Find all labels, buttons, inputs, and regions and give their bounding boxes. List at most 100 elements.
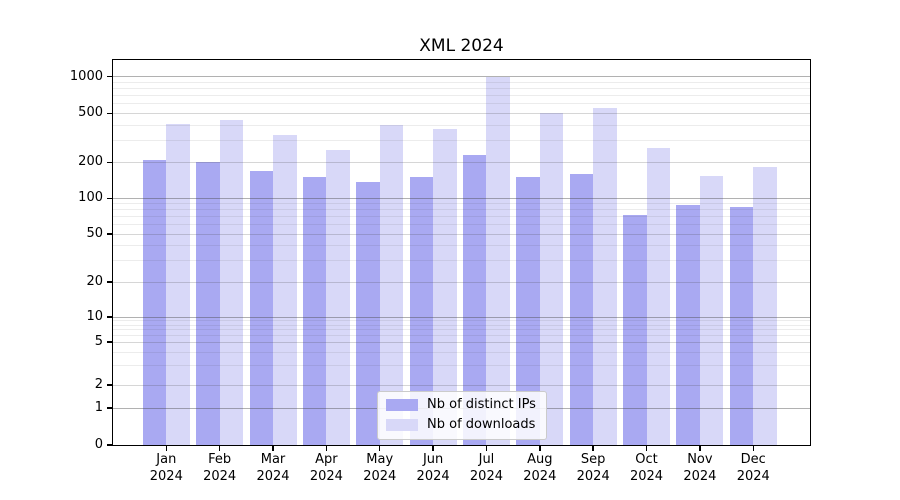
gridline — [113, 281, 810, 283]
y-tick-label: 20 — [86, 274, 103, 289]
bar-nb-of-downloads-jan-2024 — [166, 123, 190, 445]
x-tick-label: Feb 2024 — [203, 452, 237, 484]
bar-nb-of-distinct-ips-oct-2024 — [623, 215, 647, 445]
bar-nb-of-downloads-oct-2024 — [646, 148, 671, 445]
gridline — [113, 124, 810, 126]
legend-label: Nb of distinct IPs — [427, 397, 536, 412]
gridline — [113, 216, 810, 218]
gridline — [113, 341, 810, 343]
gridline — [113, 81, 810, 83]
gridline — [113, 260, 810, 262]
legend-item: Nb of distinct IPs — [386, 396, 536, 414]
x-tick — [379, 446, 381, 451]
gridline — [113, 224, 810, 226]
x-tick-label: Sep 2024 — [576, 452, 610, 484]
x-tick-label: Jul 2024 — [469, 452, 503, 484]
bar-nb-of-downloads-jun-2024 — [433, 128, 457, 445]
legend-label: Nb of downloads — [427, 417, 536, 432]
y-tick — [107, 384, 112, 386]
y-tick — [107, 316, 112, 318]
bar-nb-of-downloads-dec-2024 — [753, 166, 777, 445]
plot-area — [113, 60, 810, 445]
x-tick-label: Jun 2024 — [416, 452, 450, 484]
bar-nb-of-downloads-may-2024 — [379, 125, 404, 445]
x-tick-label: Mar 2024 — [256, 452, 290, 484]
y-tick — [107, 341, 112, 343]
gridline — [113, 324, 810, 326]
legend-swatch — [386, 399, 418, 411]
gridline — [113, 320, 810, 322]
y-tick-label: 500 — [78, 105, 103, 121]
gridline — [113, 197, 810, 199]
chart-title: XML 2024 — [419, 36, 504, 56]
gridline — [113, 209, 810, 211]
bar-nb-of-downloads-feb-2024 — [219, 119, 244, 445]
x-tick-label: Jan 2024 — [149, 452, 183, 484]
bar-nb-of-distinct-ips-jul-2024 — [462, 155, 487, 445]
y-tick-label: 50 — [86, 226, 103, 241]
legend-swatch — [386, 419, 418, 431]
bar-nb-of-distinct-ips-dec-2024 — [729, 206, 754, 445]
x-tick — [645, 446, 648, 451]
bar-nb-of-downloads-jul-2024 — [486, 77, 510, 445]
gridline — [113, 95, 810, 97]
gridline — [113, 76, 810, 78]
x-tick-label: Dec 2024 — [736, 452, 770, 484]
y-tick — [107, 444, 112, 446]
gridline — [113, 384, 810, 386]
bar-nb-of-distinct-ips-nov-2024 — [676, 204, 700, 445]
x-tick-label: Nov 2024 — [683, 452, 717, 484]
x-tick — [432, 446, 434, 451]
bar-nb-of-downloads-apr-2024 — [326, 150, 350, 445]
x-tick — [539, 446, 541, 451]
bar-nb-of-distinct-ips-mar-2024 — [249, 170, 274, 445]
x-tick — [699, 446, 701, 451]
x-tick — [752, 446, 754, 451]
gridline — [113, 329, 810, 331]
gridline — [113, 233, 810, 235]
y-tick-label: 100 — [78, 190, 103, 206]
x-tick — [165, 446, 167, 451]
gridline — [113, 334, 810, 336]
y-tick-label: 1000 — [69, 68, 103, 84]
y-tick-label: 2 — [94, 377, 103, 392]
x-tick — [592, 446, 594, 451]
y-tick — [107, 407, 112, 409]
y-tick-label: 1 — [94, 400, 103, 415]
x-tick — [325, 446, 328, 451]
bar-nb-of-distinct-ips-apr-2024 — [302, 177, 327, 445]
y-tick — [107, 233, 112, 235]
bar-nb-of-distinct-ips-may-2024 — [356, 181, 380, 445]
legend: Nb of distinct IPs Nb of downloads — [377, 391, 547, 440]
x-tick-label: Aug 2024 — [523, 452, 557, 484]
x-tick — [218, 446, 221, 451]
bar-nb-of-distinct-ips-jan-2024 — [142, 159, 167, 445]
bar-nb-of-distinct-ips-jun-2024 — [409, 176, 434, 445]
y-tick — [107, 76, 112, 78]
x-tick — [485, 446, 488, 451]
y-tick-label: 10 — [86, 309, 103, 324]
gridline — [113, 140, 810, 142]
gridline — [113, 161, 810, 163]
y-tick-label: 200 — [78, 154, 103, 170]
x-tick-label: Oct 2024 — [629, 452, 664, 484]
y-tick — [107, 281, 112, 283]
y-tick-label: 5 — [94, 334, 103, 349]
gridline — [113, 351, 810, 353]
gridline — [113, 365, 810, 367]
gridline — [113, 103, 810, 105]
bar-nb-of-downloads-aug-2024 — [539, 112, 564, 445]
gridline — [113, 87, 810, 89]
y-tick-label: 0 — [94, 437, 103, 452]
y-tick — [107, 161, 112, 163]
gridline — [113, 203, 810, 205]
gridline — [113, 316, 810, 318]
bar-nb-of-downloads-sep-2024 — [593, 108, 617, 445]
legend-item: Nb of downloads — [386, 416, 536, 434]
gridline — [113, 245, 810, 247]
x-tick-label: Apr 2024 — [309, 452, 343, 484]
bar-nb-of-distinct-ips-sep-2024 — [569, 173, 594, 445]
bar-nb-of-downloads-mar-2024 — [273, 134, 297, 445]
gridline — [113, 112, 810, 114]
